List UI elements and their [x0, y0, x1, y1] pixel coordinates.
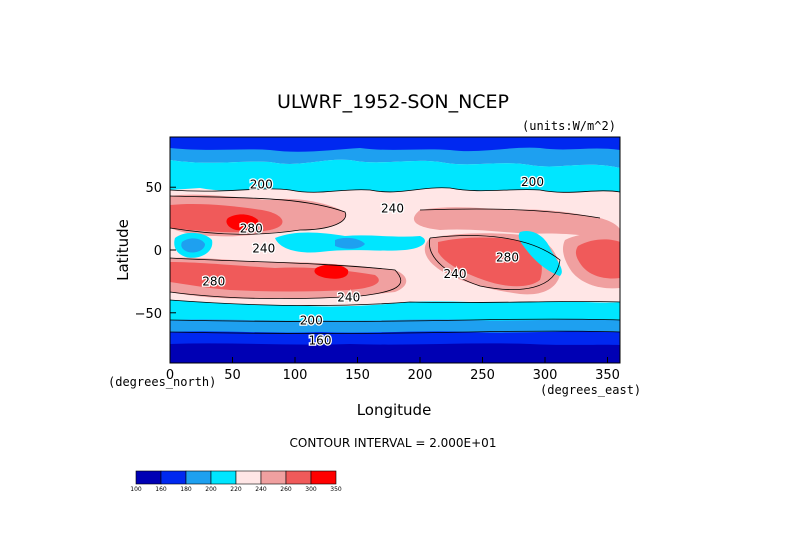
- plot-area: 200 240 200 280 240 280 240 280 240 200 160: [170, 137, 620, 363]
- color-bar-swatch: [210, 470, 237, 485]
- y-tick-label: 0: [154, 244, 162, 259]
- color-bar-label: 350: [330, 486, 342, 493]
- region-nh-polar-deep: [170, 137, 620, 152]
- region-africa-cool-core: [181, 238, 205, 253]
- x-tick-label: 100: [283, 368, 308, 383]
- color-bar-swatch: [285, 470, 312, 485]
- contour-label: 160: [309, 333, 332, 347]
- color-bar-label: 220: [230, 486, 242, 493]
- contour-label: 200: [521, 175, 544, 189]
- x-tick-label: 350: [595, 368, 620, 383]
- region-nh-midlat: [170, 159, 620, 193]
- y-axis-ticks: 50 0 −50: [135, 181, 176, 322]
- region-nh-subtropics-east: [413, 207, 620, 240]
- x-axis-ticks: 0 50 100 150 200 250 300 350: [166, 357, 620, 383]
- contour-lines: [170, 187, 620, 334]
- color-bar-swatch: [160, 470, 187, 485]
- color-bar-swatch: [135, 470, 162, 485]
- color-bar-swatch: [185, 470, 212, 485]
- color-bar-label: 260: [280, 486, 292, 493]
- units-label: (units:W/m^2): [522, 119, 616, 133]
- y-units-note: (degrees_north): [108, 375, 216, 389]
- contour-label: 280: [496, 251, 519, 265]
- x-tick-label: 200: [408, 368, 433, 383]
- contour-label: 240: [252, 242, 275, 256]
- region-maritime-continent-deep: [335, 237, 365, 249]
- color-bar: 100 160 180 200 220 240 260 300 350: [130, 470, 342, 493]
- color-bar-label: 200: [205, 486, 217, 493]
- x-tick-label: 250: [470, 368, 495, 383]
- region-atlantic-hot: [575, 239, 620, 279]
- contour-label-layer: 200 240 200 280 240 280 240 280 240 200 160: [201, 174, 545, 349]
- y-axis-label: Latitude: [114, 219, 132, 281]
- contour-label: 240: [381, 202, 404, 216]
- contour-label: 280: [240, 222, 263, 236]
- region-se-pacific-hot: [438, 237, 542, 287]
- contour-label: 240: [337, 291, 360, 305]
- x-tick-label: 0: [166, 368, 174, 383]
- y-tick-label: −50: [135, 307, 162, 322]
- color-bar-label: 180: [180, 486, 192, 493]
- color-bar-swatch: [235, 470, 262, 485]
- x-tick-label: 300: [533, 368, 558, 383]
- x-axis-label: Longitude: [357, 401, 432, 419]
- x-tick-label: 50: [224, 368, 241, 383]
- color-bar-label: 160: [155, 486, 167, 493]
- region-arabia-peak: [226, 214, 259, 231]
- color-bar-label: 300: [305, 486, 317, 493]
- contour-label: 280: [202, 274, 225, 288]
- contour-label: 240: [444, 267, 467, 281]
- contour-label: 200: [300, 313, 323, 327]
- y-tick-label: 50: [145, 181, 162, 196]
- color-bar-label: 240: [255, 486, 267, 493]
- region-australia-peak: [314, 264, 349, 279]
- contour-interval-text: CONTOUR INTERVAL = 2.000E+01: [290, 436, 497, 450]
- chart-title: ULWRF_1952-SON_NCEP: [277, 91, 509, 113]
- x-units-note: (degrees_east): [540, 383, 641, 397]
- x-tick-label: 150: [345, 368, 370, 383]
- region-amazon-cool: [518, 230, 562, 276]
- color-bar-label: 100: [130, 486, 142, 493]
- color-bar-swatch: [310, 470, 337, 485]
- color-bar-swatch: [260, 470, 287, 485]
- contour-label: 200: [250, 178, 273, 192]
- region-antarctic-deep: [170, 343, 620, 363]
